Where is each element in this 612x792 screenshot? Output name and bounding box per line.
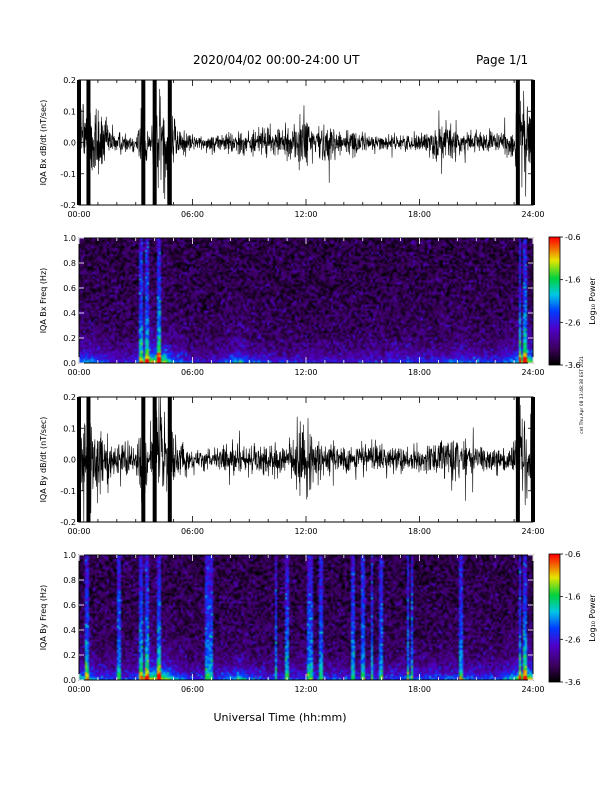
x-tick-label: 06:00 (181, 527, 204, 536)
x-tick-label: 00:00 (67, 368, 90, 377)
x-axis-title: Universal Time (hh:mm) (214, 711, 347, 724)
saturation-block (515, 80, 520, 205)
saturation-block (86, 80, 91, 205)
figure-title: 2020/04/02 00:00-24:00 UT (193, 53, 360, 67)
y-tick-label: 0.1 (63, 424, 76, 433)
y-tick-label: 0.4 (63, 309, 76, 318)
x-tick-label: 18:00 (408, 210, 431, 219)
colorbar-tick-label: -2.6 (565, 635, 581, 644)
y-tick-label: 0.0 (63, 676, 76, 685)
y-tick-label: 0.8 (63, 576, 76, 585)
spectrogram-by_spectrogram (79, 555, 533, 680)
y-axis-label: IQA Bx Freq (Hz) (39, 268, 48, 334)
y-tick-label: 0.0 (63, 359, 76, 368)
colorbar-tick-label: -3.6 (565, 678, 581, 687)
colorbar-frame (548, 236, 561, 366)
colorbar-bx_spectrogram (549, 237, 560, 365)
x-tick-label: 18:00 (408, 685, 431, 694)
x-tick-label: 00:00 (67, 210, 90, 219)
y-tick-label: -0.1 (60, 170, 76, 179)
colorbar-tick-label: -0.6 (565, 550, 581, 559)
saturation-block (515, 397, 520, 522)
x-tick-label: 12:00 (294, 368, 317, 377)
saturation-block (152, 80, 157, 205)
x-tick-label: 24:00 (521, 527, 544, 536)
x-tick-label: 12:00 (294, 527, 317, 536)
x-tick-label: 24:00 (521, 368, 544, 377)
y-tick-label: 0.2 (63, 651, 76, 660)
x-tick-label: 06:00 (181, 685, 204, 694)
dbdt-trace-bx_dbdt (78, 88, 534, 206)
x-tick-label: 18:00 (408, 368, 431, 377)
y-tick-label: 0.2 (63, 334, 76, 343)
x-tick-label: 12:00 (294, 685, 317, 694)
colorbar-label: Log₁₀ Power (588, 277, 597, 325)
y-tick-label: 0.6 (63, 601, 76, 610)
saturation-block (167, 397, 172, 522)
saturation-block (167, 80, 172, 205)
colorbar-tick-label: -0.6 (565, 233, 581, 242)
y-tick-label: -0.2 (60, 201, 76, 210)
dbdt-trace-by_dbdt (78, 396, 534, 523)
x-tick-label: 00:00 (67, 527, 90, 536)
saturation-block (141, 397, 146, 522)
saturation-block (86, 397, 91, 522)
y-tick-label: 0.0 (63, 139, 76, 148)
y-axis-label: IQA Bx dB/dt (nT/sec) (39, 100, 48, 186)
x-tick-label: 18:00 (408, 527, 431, 536)
colorbar-tick-label: -1.6 (565, 593, 581, 602)
y-tick-label: 0.1 (63, 107, 76, 116)
y-tick-label: 0.8 (63, 259, 76, 268)
x-tick-label: 12:00 (294, 210, 317, 219)
y-tick-label: 0.2 (63, 393, 76, 402)
y-axis-label: IQA By Freq (Hz) (39, 585, 48, 651)
y-tick-label: 0.2 (63, 76, 76, 85)
y-tick-label: -0.1 (60, 487, 76, 496)
generation-stamp: cnt Thu Apr 08 13:48:38 EST 2021 (579, 356, 585, 434)
y-tick-label: 0.6 (63, 284, 76, 293)
spectrogram-bx_spectrogram (79, 238, 533, 363)
x-tick-label: 24:00 (521, 685, 544, 694)
x-tick-label: 24:00 (521, 210, 544, 219)
colorbar-tick-label: -2.6 (565, 318, 581, 327)
x-tick-label: 00:00 (67, 685, 90, 694)
colorbar-by_spectrogram (549, 554, 560, 682)
y-axis-label: IQA By dB/dt (nT/sec) (39, 417, 48, 503)
saturation-block (152, 397, 157, 522)
saturation-block (141, 80, 146, 205)
y-tick-label: 0.4 (63, 626, 76, 635)
x-tick-label: 06:00 (181, 210, 204, 219)
page-indicator: Page 1/1 (476, 53, 529, 67)
colorbar-tick-label: -3.6 (565, 361, 581, 370)
colorbar-label: Log₁₀ Power (588, 594, 597, 642)
x-tick-label: 06:00 (181, 368, 204, 377)
colorbar-frame (548, 553, 561, 683)
y-tick-label: 1.0 (63, 234, 76, 243)
colorbar-tick-label: -1.6 (565, 276, 581, 285)
y-tick-label: 0.0 (63, 456, 76, 465)
y-tick-label: -0.2 (60, 518, 76, 527)
y-tick-label: 1.0 (63, 551, 76, 560)
